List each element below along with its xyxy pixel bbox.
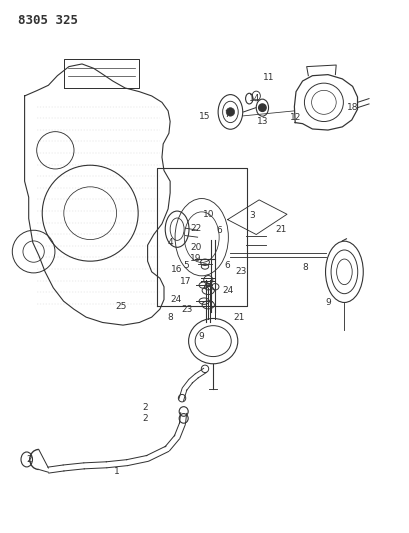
Text: 9: 9: [198, 333, 203, 341]
Text: 18: 18: [346, 103, 357, 112]
Text: 8305 325: 8305 325: [18, 14, 78, 27]
Text: 8: 8: [302, 263, 308, 272]
Text: 2: 2: [142, 403, 148, 412]
Text: 2: 2: [142, 414, 148, 423]
Text: 2: 2: [27, 455, 32, 464]
Text: 14: 14: [248, 94, 259, 103]
Text: 1: 1: [114, 467, 119, 476]
Text: 6: 6: [224, 261, 230, 270]
Text: 22: 22: [190, 224, 201, 232]
Text: 23: 23: [235, 268, 246, 276]
Text: 4: 4: [167, 238, 173, 247]
Text: 13: 13: [256, 117, 267, 126]
Text: 10: 10: [203, 210, 214, 219]
Text: 24: 24: [221, 286, 233, 295]
Text: 15: 15: [199, 112, 210, 120]
Text: 24: 24: [170, 295, 182, 304]
Text: 3: 3: [249, 212, 254, 220]
Text: 25: 25: [115, 302, 126, 311]
Text: 20: 20: [190, 244, 201, 252]
Text: 17: 17: [179, 277, 191, 286]
Text: 11: 11: [262, 73, 274, 82]
Circle shape: [258, 104, 265, 111]
Text: 7: 7: [224, 110, 230, 119]
Text: 5: 5: [183, 261, 189, 270]
Text: 21: 21: [274, 225, 286, 233]
Text: 9: 9: [324, 298, 330, 307]
Text: 23: 23: [180, 305, 192, 313]
Text: 19: 19: [190, 254, 201, 263]
Circle shape: [226, 108, 234, 116]
Text: 6: 6: [216, 226, 222, 235]
Text: 16: 16: [170, 265, 182, 273]
Text: 12: 12: [289, 113, 300, 122]
Text: 8: 8: [167, 313, 173, 321]
Text: 21: 21: [232, 313, 244, 321]
